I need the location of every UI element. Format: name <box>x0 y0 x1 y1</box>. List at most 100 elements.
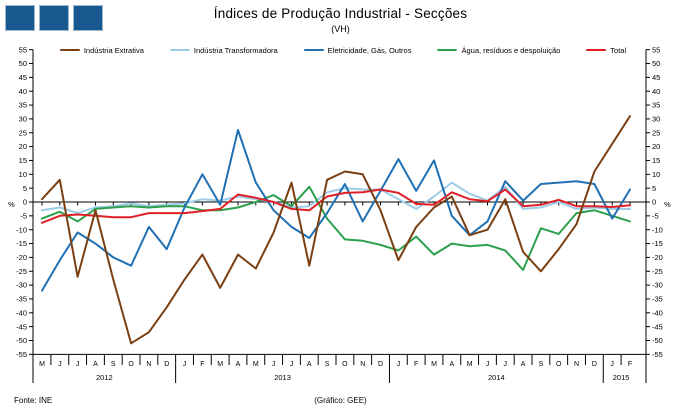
x-tick-label-month: M <box>467 361 473 368</box>
legend-label: Eletricidade, Gás, Outros <box>327 45 412 55</box>
legend-label: Água, resíduos e despoluição <box>461 45 561 55</box>
legend-swatch <box>437 48 458 52</box>
y-tick-label-left: 10 <box>19 170 27 179</box>
legend-item: Indústria Transformadora <box>169 45 278 55</box>
y-tick-label-left: 40 <box>19 87 27 96</box>
series-line-3 <box>41 129 631 292</box>
legend-label: Indústria Extrativa <box>83 45 144 55</box>
legend-label: Indústria Transformadora <box>193 45 278 55</box>
y-tick-label-right: -15 <box>652 239 663 248</box>
y-tick-label-left: 25 <box>19 128 27 137</box>
chart-subtitle: (VH) <box>331 24 350 34</box>
y-tick-label-left: -10 <box>16 225 27 234</box>
y-tick-label-right: -25 <box>652 267 663 276</box>
x-tick-label-month: A <box>307 361 312 368</box>
legend-item: Água, resíduos e despoluição <box>437 46 560 55</box>
series-line-4 <box>41 185 631 271</box>
legend-item: Eletricidade, Gás, Outros <box>303 45 412 55</box>
y-tick-label-left: 45 <box>19 73 27 82</box>
x-tick-label-month: O <box>342 361 348 368</box>
series-line-2 <box>41 181 631 215</box>
y-tick-label-right: -55 <box>652 350 663 359</box>
legend-swatch <box>586 48 607 52</box>
x-tick-label-month: J <box>397 361 401 368</box>
y-tick-label-right: -5 <box>652 211 659 220</box>
legend-label: Total <box>610 45 627 55</box>
y-tick-label-right: -45 <box>652 322 663 331</box>
x-axis-year-label: 2012 <box>96 373 113 382</box>
x-tick-label-month: O <box>128 361 134 368</box>
x-tick-label-month: N <box>146 361 151 368</box>
x-tick-label-month: F <box>414 361 418 368</box>
x-tick-label-month: A <box>236 361 241 368</box>
y-tick-label-right: 40 <box>652 87 660 96</box>
y-tick-label-right: 5 <box>652 184 656 193</box>
legend-item: Indústria Extrativa <box>59 45 144 55</box>
y-tick-label-left: -55 <box>16 350 27 359</box>
y-tick-label-right: -50 <box>652 336 663 345</box>
y-tick-label-left: 55 <box>19 45 27 54</box>
logo <box>5 5 103 31</box>
x-tick-label-month: F <box>628 361 632 368</box>
y-tick-label-right: 55 <box>652 45 660 54</box>
chart-title: Índices de Produção Industrial - Secções <box>213 6 468 21</box>
logo-square <box>73 5 103 31</box>
x-tick-label-month: J <box>610 361 614 368</box>
x-tick-label-month: N <box>360 361 365 368</box>
x-axis-year-label: 2013 <box>274 373 291 382</box>
y-tick-label-left: -25 <box>16 267 27 276</box>
y-tick-label-left: 30 <box>19 115 27 124</box>
legend-swatch <box>59 48 80 52</box>
x-tick-label-month: A <box>93 361 98 368</box>
y-tick-label-right: -30 <box>652 281 663 290</box>
y-tick-label-left: 15 <box>19 156 27 165</box>
y-axis-unit-right: % <box>664 200 671 209</box>
y-tick-label-right: 35 <box>652 101 660 110</box>
x-tick-label-month: J <box>272 361 276 368</box>
y-tick-label-left: -45 <box>16 322 27 331</box>
x-tick-label-month: S <box>325 361 330 368</box>
y-tick-label-left: -40 <box>16 308 27 317</box>
series-line-1 <box>41 115 631 345</box>
legend-swatch <box>303 48 324 52</box>
x-tick-label-month: J <box>183 361 187 368</box>
credit-note: (Gráfico: GEE) <box>314 396 367 405</box>
y-tick-label-left: -5 <box>20 211 27 220</box>
y-tick-label-right: 45 <box>652 73 660 82</box>
y-tick-label-right: -40 <box>652 308 663 317</box>
x-tick-label-month: J <box>58 361 62 368</box>
legend-item: Total <box>586 46 626 55</box>
x-tick-label-month: J <box>76 361 80 368</box>
x-tick-label-month: A <box>449 361 454 368</box>
x-tick-label-month: J <box>290 361 294 368</box>
x-tick-label-month: M <box>431 361 437 368</box>
x-tick-label-month: D <box>164 361 169 368</box>
x-tick-label-month: D <box>592 361 597 368</box>
x-tick-label-month: J <box>504 361 508 368</box>
y-tick-label-left: -15 <box>16 239 27 248</box>
y-tick-label-right: 30 <box>652 115 660 124</box>
x-tick-label-month: M <box>253 361 259 368</box>
y-tick-label-right: 0 <box>652 198 656 207</box>
x-tick-label-month: M <box>217 361 223 368</box>
y-tick-label-right: 15 <box>652 156 660 165</box>
y-tick-label-right: 10 <box>652 170 660 179</box>
legend-swatch <box>169 48 190 52</box>
chart-legend: Indústria Extrativa Indústria Transformad… <box>40 43 646 57</box>
series-line-5 <box>41 188 631 224</box>
y-tick-label-right: 25 <box>652 128 660 137</box>
x-tick-label-month: S <box>111 361 116 368</box>
source-note: Fonte: INE <box>14 396 53 405</box>
y-tick-label-left: -20 <box>16 253 27 262</box>
x-axis-year-label: 2015 <box>613 373 630 382</box>
x-tick-label-month: D <box>378 361 383 368</box>
x-tick-label-month: J <box>486 361 490 368</box>
y-tick-label-left: 35 <box>19 101 27 110</box>
y-tick-label-left: 0 <box>23 198 27 207</box>
y-tick-label-left: 50 <box>19 59 27 68</box>
x-tick-label-month: A <box>521 361 526 368</box>
x-tick-label-month: S <box>539 361 544 368</box>
x-tick-label-month: F <box>200 361 204 368</box>
